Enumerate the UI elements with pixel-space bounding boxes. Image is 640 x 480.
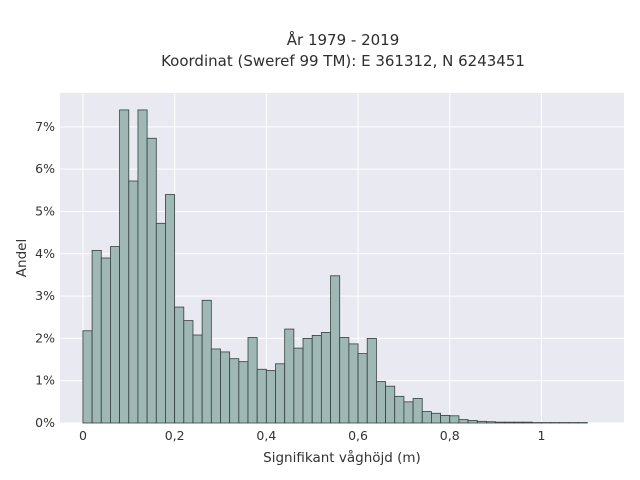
histogram-bar: [137, 109, 148, 424]
histogram-bar: [174, 306, 185, 424]
histogram-bar: [375, 381, 386, 424]
histogram-bar: [311, 335, 322, 424]
histogram-bar: [486, 421, 497, 424]
histogram-bar: [275, 363, 286, 424]
y-tick-label: 0%: [35, 415, 55, 430]
histogram-bar: [91, 249, 102, 424]
histogram-bar: [82, 330, 93, 424]
histogram-bar: [357, 353, 368, 424]
histogram-bars: [82, 109, 588, 424]
histogram-bar: [449, 415, 460, 424]
y-tick-label: 2%: [35, 330, 55, 345]
histogram-bar: [476, 420, 487, 424]
x-tick-label: 0: [79, 428, 87, 443]
histogram-bar: [495, 421, 506, 424]
histogram-bar: [247, 337, 258, 424]
histogram-bar: [458, 419, 469, 424]
y-tick-label: 6%: [35, 161, 55, 176]
y-tick-label: 3%: [35, 288, 55, 303]
histogram-bar: [183, 320, 194, 424]
histogram-bar: [522, 421, 533, 424]
histogram-bar: [293, 347, 304, 424]
y-axis-label: Andel: [14, 239, 30, 277]
histogram-bar: [504, 421, 515, 424]
histogram-bar: [100, 257, 111, 424]
histogram-bar: [220, 351, 231, 424]
histogram-bar: [165, 194, 176, 424]
x-tick-label: 0,6: [348, 428, 368, 443]
histogram-bar: [412, 398, 423, 424]
histogram-bar: [394, 395, 405, 424]
histogram-bar: [192, 334, 203, 424]
histogram-bar: [513, 421, 524, 424]
histogram-bar: [256, 368, 267, 424]
histogram-bar: [155, 222, 166, 424]
histogram-bar: [210, 348, 221, 424]
y-tick-label: 1%: [35, 373, 55, 388]
histogram-bar: [302, 337, 313, 424]
histogram-bar: [385, 385, 396, 424]
chart-title-line-1: År 1979 - 2019: [287, 30, 400, 49]
histogram-bar: [265, 370, 276, 424]
x-tick-label: 0,4: [256, 428, 276, 443]
y-axis-ticks: 0% 1% 2% 3% 4% 5% 6% 7%: [35, 119, 55, 430]
y-tick-label: 5%: [35, 203, 55, 218]
histogram-bar: [421, 411, 432, 424]
histogram-bar: [146, 137, 157, 424]
y-tick-label: 7%: [35, 119, 55, 134]
histogram-bar: [128, 180, 139, 424]
histogram-bar: [330, 275, 341, 424]
histogram-bar: [339, 337, 350, 424]
histogram-bar: [467, 420, 478, 424]
histogram-bar: [348, 343, 359, 424]
x-axis-ticks: 0 0,2 0,4 0,6 0,8 1: [79, 428, 545, 443]
histogram-bar: [201, 299, 212, 424]
histogram-bar: [229, 358, 240, 424]
histogram-bar: [403, 401, 414, 424]
histogram-bar: [110, 246, 121, 424]
histogram-bar: [119, 109, 130, 424]
histogram-bar: [366, 337, 377, 424]
x-axis-label: Signifikant våghöjd (m): [263, 449, 421, 466]
histogram-bar: [440, 414, 451, 424]
chart-title-line-2: Koordinat (Sweref 99 TM): E 361312, N 62…: [161, 52, 525, 70]
x-tick-label: 0,2: [165, 428, 185, 443]
histogram-bar: [431, 412, 441, 424]
histogram-bar: [320, 332, 331, 424]
histogram-bar: [284, 328, 295, 424]
x-tick-label: 0,8: [440, 428, 460, 443]
histogram-bar: [238, 361, 249, 424]
x-tick-label: 1: [537, 428, 545, 443]
y-tick-label: 4%: [35, 246, 55, 261]
